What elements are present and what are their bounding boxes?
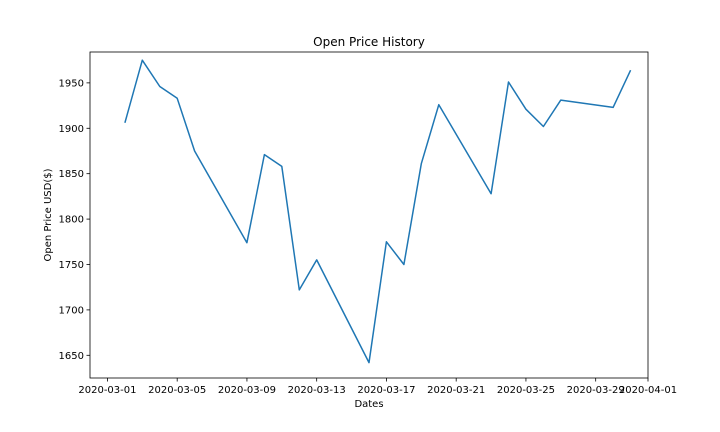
plot-frame [89,51,649,379]
y-tick-label: 1800 [59,215,84,226]
x-tick-label: 2020-03-13 [288,385,346,396]
y-tick-label: 1950 [59,78,84,89]
x-tick-label: 2020-03-21 [427,385,485,396]
y-tick-label: 1650 [59,351,84,362]
x-tick-label: 2020-03-05 [148,385,206,396]
series-line [124,59,632,364]
x-tick-label: 2020-03-29 [567,385,625,396]
x-tick-label: 2020-03-09 [218,385,276,396]
chart-title: Open Price History [313,35,425,49]
y-tick-label: 1750 [59,260,84,271]
y-tick-label: 1850 [59,169,84,180]
plot-axes: 2020-03-01 2020-03-05 2020-03-09 2020-03-13… [59,78,678,396]
x-tick-label: 2020-03-17 [357,385,415,396]
x-axis-label: Dates [354,399,383,410]
x-tick-label: 2020-03-01 [78,385,136,396]
y-tick-label: 1700 [59,305,84,316]
y-axis-label: Open Price USD($) [43,168,54,261]
y-tick-label: 1900 [59,124,84,135]
x-tick-label: 2020-03-25 [497,385,555,396]
x-tick-label: 2020-04-01 [619,385,677,396]
